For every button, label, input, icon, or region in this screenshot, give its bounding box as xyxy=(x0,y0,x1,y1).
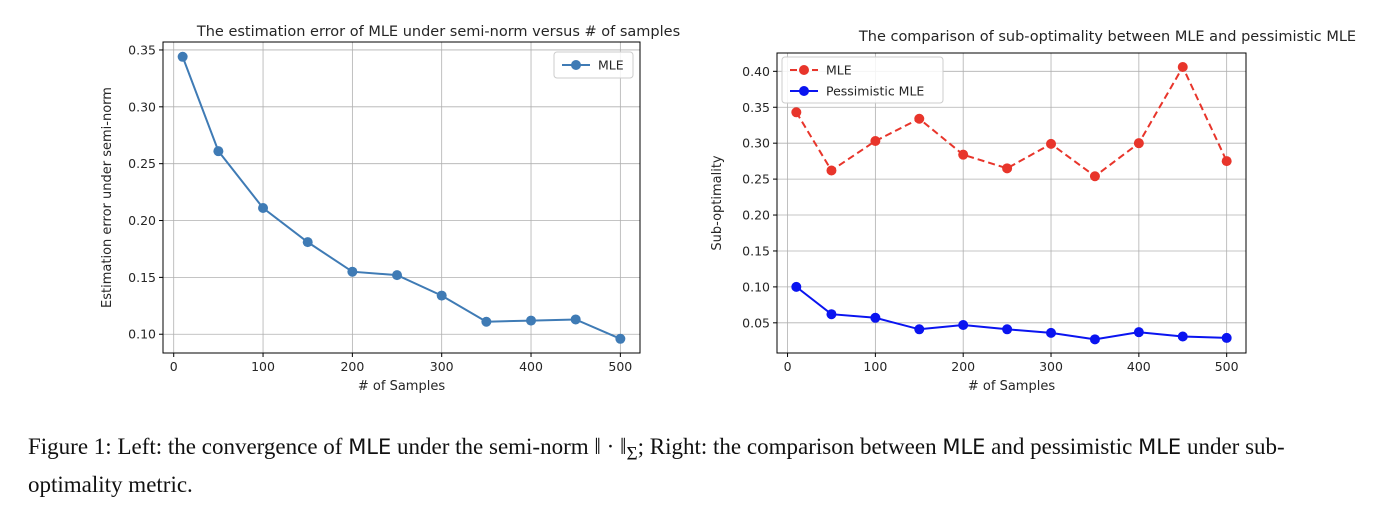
data-point-s0-1 xyxy=(826,165,837,176)
x-tick-label: 0 xyxy=(170,359,178,374)
y-tick-label: 0.40 xyxy=(742,64,770,79)
data-point-s1-7 xyxy=(1089,334,1100,345)
legend-box xyxy=(781,56,944,104)
y-tick-label: 0.10 xyxy=(742,279,770,294)
x-tick-label: 500 xyxy=(608,359,632,374)
data-point-s0-10 xyxy=(615,333,626,344)
plot-frame xyxy=(162,41,641,354)
figure-caption: Figure 1: Left: the convergence of MLE u… xyxy=(28,432,1378,500)
left-chart: 0 100 200 300 400 500 0.10 0.15 0.20 0.25 0.30 0.35… xyxy=(0,0,700,410)
y-tick-label: 0.35 xyxy=(128,42,156,57)
caption-part4: and pessimistic xyxy=(985,434,1139,459)
data-point-s1-10 xyxy=(1221,332,1232,343)
caption-part5: under sub-optimality metric. xyxy=(28,434,1285,497)
data-point-s0-2 xyxy=(870,136,881,147)
x-tick-label: 200 xyxy=(951,359,975,374)
caption-part3: ; Right: the comparison between xyxy=(637,434,943,459)
data-point-s1-2 xyxy=(870,312,881,323)
data-point-s0-4 xyxy=(958,149,969,160)
x-tick-label: 100 xyxy=(251,359,275,374)
data-point-s0-10 xyxy=(1221,156,1232,167)
data-point-s0-8 xyxy=(1133,138,1144,149)
x-tick-label: 400 xyxy=(519,359,543,374)
data-point-s0-0 xyxy=(791,107,802,118)
chart-title: The estimation error of MLE under semi-n… xyxy=(196,24,680,40)
left-chart-svg: 0 100 200 300 400 500 0.10 0.15 0.20 0.25 0.30 0.35… xyxy=(100,24,680,394)
y-axis-label: Sub-optimality xyxy=(710,155,725,251)
data-point-s1-1 xyxy=(826,309,837,320)
caption-mle-2: MLE xyxy=(942,435,986,459)
x-tick-label: 200 xyxy=(340,359,364,374)
x-tick-label: 0 xyxy=(784,359,792,374)
data-point-s1-6 xyxy=(1046,327,1057,338)
data-point-s0-3 xyxy=(302,237,313,248)
caption-sigma: Σ xyxy=(626,443,638,465)
y-tick-label: 0.25 xyxy=(128,156,156,171)
legend-label-1: Pessimistic MLE xyxy=(826,84,924,99)
plot-frame xyxy=(776,52,1247,354)
data-point-s0-7 xyxy=(1089,171,1100,182)
legend-marker-1 xyxy=(799,86,809,96)
x-tick-label: 300 xyxy=(1039,359,1063,374)
data-point-s0-6 xyxy=(436,290,447,301)
data-point-s0-8 xyxy=(526,315,537,326)
data-point-s1-8 xyxy=(1133,327,1144,338)
data-point-s0-5 xyxy=(392,270,403,281)
x-tick-label: 400 xyxy=(1127,359,1151,374)
data-point-s0-1 xyxy=(213,146,224,157)
y-tick-label: 0.20 xyxy=(742,208,770,223)
data-point-s0-9 xyxy=(1177,62,1188,73)
legend-box xyxy=(553,51,634,79)
data-point-s1-0 xyxy=(791,281,802,292)
series-line-0 xyxy=(181,56,621,340)
data-point-s0-9 xyxy=(570,314,581,325)
y-tick-label: 0.35 xyxy=(742,100,770,115)
x-tick-label: 100 xyxy=(863,359,887,374)
x-tick-label: 300 xyxy=(430,359,454,374)
data-point-s0-0 xyxy=(177,51,188,62)
y-tick-label: 0.30 xyxy=(742,136,770,151)
legend-marker-0 xyxy=(799,65,809,75)
data-point-s1-3 xyxy=(914,324,925,335)
data-point-s1-9 xyxy=(1177,331,1188,342)
series-line-0 xyxy=(795,64,1228,178)
caption-part2: under the semi-norm ‖ · ‖ xyxy=(391,434,627,459)
y-tick-label: 0.25 xyxy=(742,172,770,187)
data-point-s1-4 xyxy=(958,319,969,330)
y-tick-label: 0.10 xyxy=(128,327,156,342)
y-tick-label: 0.15 xyxy=(742,243,770,258)
y-tick-label: 0.15 xyxy=(128,270,156,285)
right-chart: 0 100 200 300 400 500 0.05 0.10 0.15 0.20 0.25 0.30… xyxy=(700,0,1400,410)
right-chart-svg: 0 100 200 300 400 500 0.05 0.10 0.15 0.20 0.25 0.30… xyxy=(710,29,1356,394)
y-tick-label: 0.30 xyxy=(128,99,156,114)
data-point-s0-7 xyxy=(481,316,492,327)
caption-mle-3: MLE xyxy=(1138,435,1182,459)
legend-label-0: MLE xyxy=(598,58,624,73)
y-tick-label: 0.20 xyxy=(128,213,156,228)
x-axis-label: # of Samples xyxy=(968,379,1055,394)
chart-title: The comparison of sub-optimality between… xyxy=(858,29,1356,45)
data-point-s1-5 xyxy=(1002,324,1013,335)
data-point-s0-3 xyxy=(914,113,925,124)
data-point-s0-4 xyxy=(347,266,358,277)
caption-part1: Figure 1: Left: the convergence of xyxy=(28,434,349,459)
x-axis-label: # of Samples xyxy=(358,379,445,394)
caption-mle-1: MLE xyxy=(348,435,392,459)
data-point-s0-2 xyxy=(258,203,269,214)
legend-label-0: MLE xyxy=(826,63,852,78)
data-point-s0-6 xyxy=(1046,138,1057,149)
x-tick-label: 500 xyxy=(1215,359,1239,374)
data-point-s0-5 xyxy=(1002,163,1013,174)
legend-marker-0 xyxy=(571,60,581,70)
y-tick-label: 0.05 xyxy=(742,315,770,330)
y-axis-label: Estimation error under semi-norm xyxy=(100,87,115,308)
